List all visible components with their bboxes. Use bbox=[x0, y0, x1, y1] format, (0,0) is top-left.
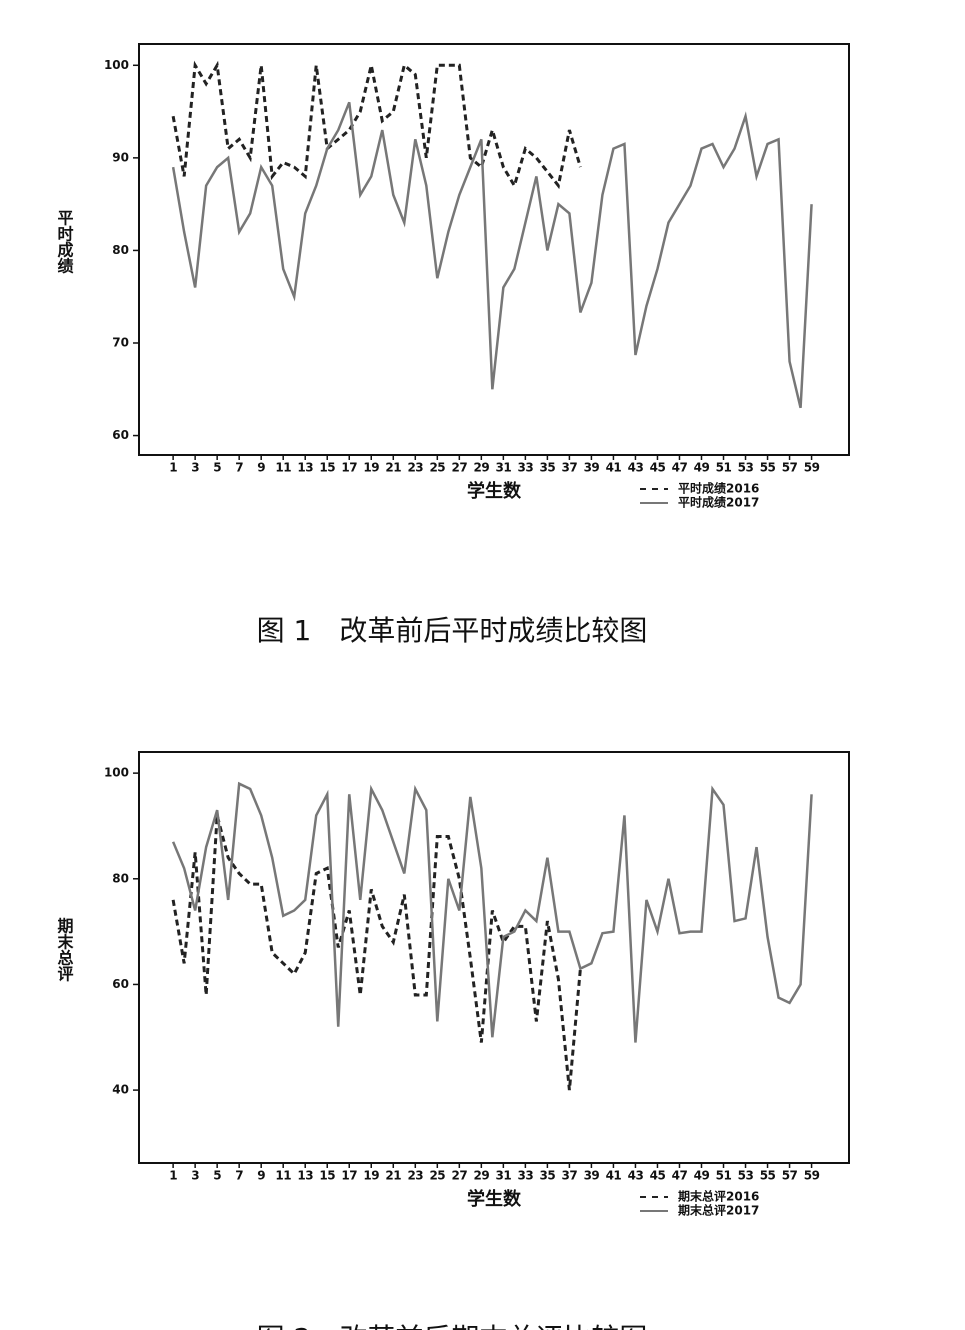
legend-label: 平时成绩2017 bbox=[678, 495, 759, 510]
x-tick-label: 15 bbox=[319, 461, 335, 475]
legend-label: 平时成绩2016 bbox=[678, 481, 759, 496]
x-tick-label: 5 bbox=[213, 461, 221, 475]
x-tick-label: 31 bbox=[496, 461, 512, 475]
x-tick-label: 59 bbox=[804, 1169, 820, 1183]
x-tick-label: 43 bbox=[628, 461, 644, 475]
y-tick-label: 60 bbox=[112, 428, 129, 442]
x-tick-label: 21 bbox=[385, 1169, 401, 1183]
series-line bbox=[171, 101, 813, 409]
x-tick-label: 25 bbox=[429, 461, 445, 475]
x-tick-label: 17 bbox=[341, 1169, 357, 1183]
y-tick-label: 80 bbox=[112, 243, 129, 257]
legend-label: 期末总评2016 bbox=[678, 1189, 759, 1204]
x-tick-label: 37 bbox=[562, 461, 578, 475]
x-tick-label: 49 bbox=[694, 1169, 710, 1183]
x-tick-label: 1 bbox=[169, 461, 177, 475]
x-tick-label: 1 bbox=[169, 1169, 177, 1183]
x-tick-label: 45 bbox=[650, 461, 666, 475]
legend-label: 期末总评2017 bbox=[678, 1203, 759, 1218]
x-tick-label: 35 bbox=[540, 461, 556, 475]
x-tick-label: 19 bbox=[363, 461, 379, 475]
x-tick-label: 39 bbox=[584, 1169, 600, 1183]
figure-caption: 图 2 改革前后期末总评比较图 bbox=[257, 1322, 648, 1330]
x-tick-label: 47 bbox=[672, 1169, 688, 1183]
x-tick-label: 7 bbox=[235, 461, 243, 475]
figure-caption: 图 1 改革前后平时成绩比较图 bbox=[257, 614, 648, 647]
x-tick-label: 29 bbox=[473, 1169, 489, 1183]
x-tick-label: 23 bbox=[407, 461, 423, 475]
x-tick-label: 35 bbox=[540, 1169, 556, 1183]
x-tick-label: 33 bbox=[518, 461, 534, 475]
x-tick-label: 5 bbox=[213, 1169, 221, 1183]
y-tick-label: 90 bbox=[112, 150, 129, 164]
x-tick-label: 39 bbox=[584, 461, 600, 475]
series-line bbox=[171, 60, 582, 190]
x-tick-label: 27 bbox=[451, 1169, 467, 1183]
x-tick-label: 11 bbox=[275, 1169, 291, 1183]
y-axis-label: 期末总评 bbox=[55, 917, 74, 983]
plot-frame bbox=[138, 43, 850, 456]
y-tick-label: 100 bbox=[104, 766, 129, 780]
y-tick-label: 100 bbox=[104, 58, 129, 72]
x-tick-label: 31 bbox=[496, 1169, 512, 1183]
x-tick-label: 29 bbox=[473, 461, 489, 475]
x-tick-label: 57 bbox=[782, 1169, 798, 1183]
x-tick-label: 41 bbox=[606, 461, 622, 475]
x-tick-label: 25 bbox=[429, 1169, 445, 1183]
x-tick-label: 43 bbox=[628, 1169, 644, 1183]
series-line bbox=[171, 781, 813, 1043]
x-tick-label: 33 bbox=[518, 1169, 534, 1183]
plot-frame bbox=[138, 751, 850, 1164]
x-tick-label: 11 bbox=[275, 461, 291, 475]
x-tick-label: 27 bbox=[451, 461, 467, 475]
x-tick-label: 15 bbox=[319, 1169, 335, 1183]
x-tick-label: 41 bbox=[606, 1169, 622, 1183]
y-tick-label: 60 bbox=[112, 977, 129, 991]
y-axis-label: 平时成绩 bbox=[55, 210, 74, 275]
x-tick-label: 53 bbox=[738, 461, 754, 475]
x-tick-label: 19 bbox=[363, 1169, 379, 1183]
x-tick-label: 55 bbox=[760, 1169, 776, 1183]
x-tick-label: 37 bbox=[562, 1169, 578, 1183]
x-tick-label: 9 bbox=[257, 1169, 265, 1183]
x-tick-label: 3 bbox=[191, 461, 199, 475]
x-tick-label: 3 bbox=[191, 1169, 199, 1183]
x-axis-label: 学生数 bbox=[467, 1188, 522, 1210]
y-tick-label: 40 bbox=[112, 1083, 129, 1097]
x-tick-label: 9 bbox=[257, 461, 265, 475]
x-tick-label: 7 bbox=[235, 1169, 243, 1183]
x-tick-label: 21 bbox=[385, 461, 401, 475]
x-tick-label: 45 bbox=[650, 1169, 666, 1183]
x-tick-label: 23 bbox=[407, 1169, 423, 1183]
x-tick-label: 55 bbox=[760, 461, 776, 475]
y-tick-label: 70 bbox=[112, 335, 129, 349]
x-tick-label: 51 bbox=[716, 461, 732, 475]
x-tick-label: 49 bbox=[694, 461, 710, 475]
series-line bbox=[171, 815, 582, 1091]
x-tick-label: 13 bbox=[297, 461, 313, 475]
x-tick-label: 53 bbox=[738, 1169, 754, 1183]
x-tick-label: 51 bbox=[716, 1169, 732, 1183]
x-tick-label: 47 bbox=[672, 461, 688, 475]
x-tick-label: 59 bbox=[804, 461, 820, 475]
x-axis-label: 学生数 bbox=[467, 480, 522, 502]
y-tick-label: 80 bbox=[112, 871, 129, 885]
x-tick-label: 17 bbox=[341, 461, 357, 475]
x-tick-label: 57 bbox=[782, 461, 798, 475]
x-tick-label: 13 bbox=[297, 1169, 313, 1183]
